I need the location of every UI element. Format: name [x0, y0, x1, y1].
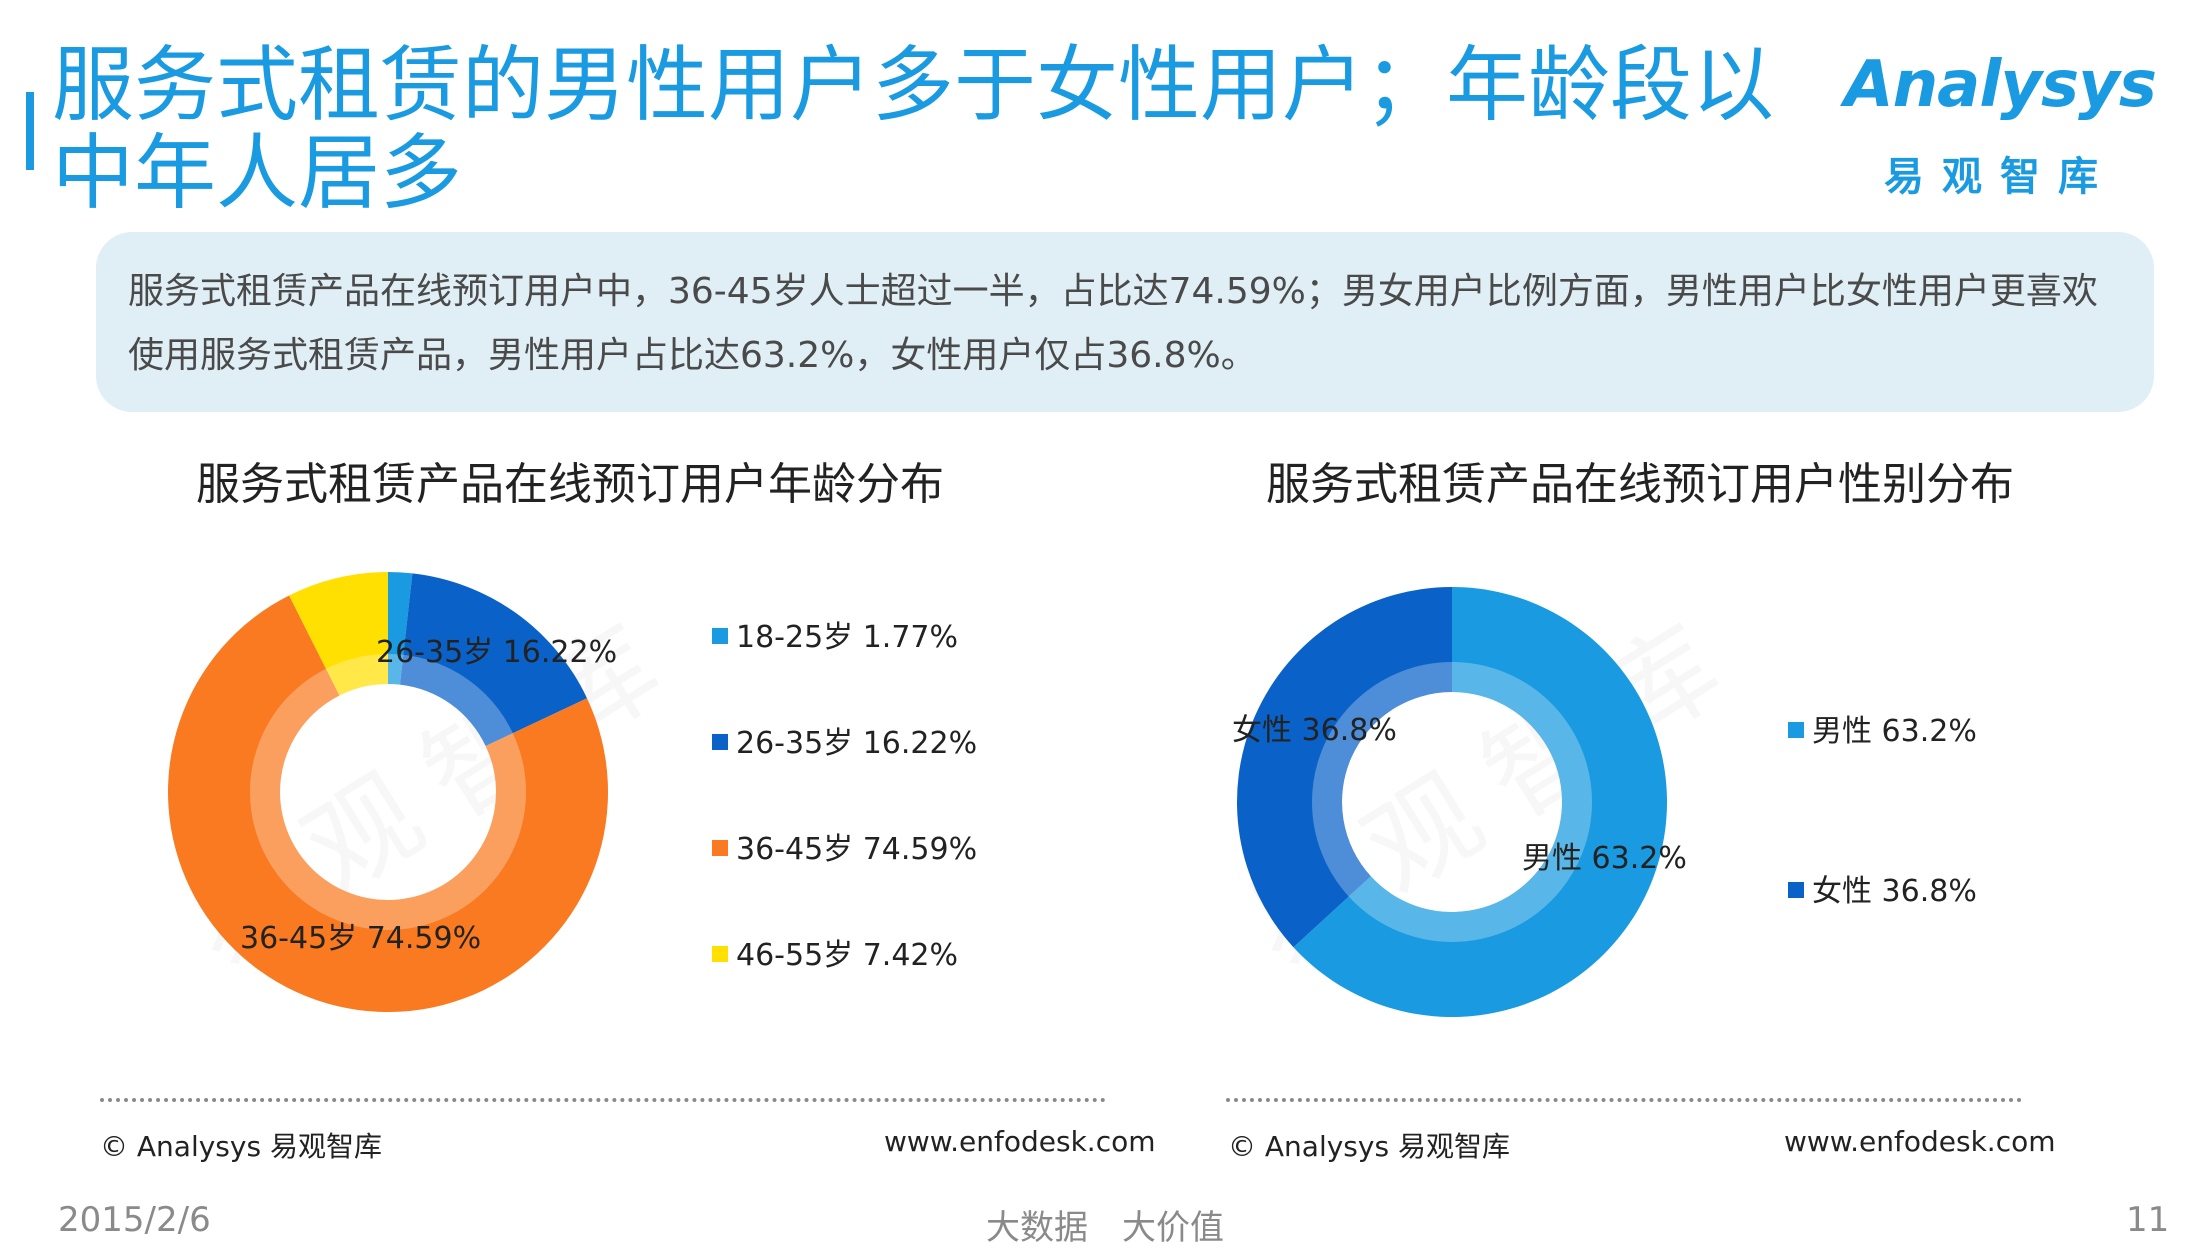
legend-item-26-35岁: 26-35岁 16.22%: [712, 718, 977, 762]
legend-label: 36-45岁 74.59%: [736, 832, 978, 867]
gender-chart-title: 服务式租赁产品在线预订用户性别分布: [1266, 459, 2014, 510]
summary-text: 服务式租赁产品在线预订用户中，36-45岁人士超过一半，占比达74.59%；男女…: [128, 271, 2098, 376]
data-label-女性: 女性 36.8%: [1232, 713, 1397, 748]
inner-highlight-ring: [1312, 662, 1592, 942]
age-chart-title: 服务式租赁产品在线预订用户年龄分布: [196, 459, 944, 510]
legend-swatch: [1788, 881, 1804, 898]
website-left: www.enfodesk.com: [884, 1125, 1156, 1158]
copyright-left: © Analysys 易观智库: [100, 1130, 382, 1163]
legend-label: 26-35岁 16.22%: [736, 726, 978, 761]
legend-label: 女性 36.8%: [1812, 874, 1977, 909]
slice-18-25岁: [388, 572, 413, 685]
slice-36-45岁: [168, 595, 609, 1012]
website-right: www.enfodesk.com: [1784, 1125, 2056, 1158]
legend-label: 46-55岁 7.42%: [736, 938, 959, 973]
inner-highlight-ring: [250, 654, 526, 930]
legend-swatch: [712, 945, 728, 962]
logo-chinese: 易观智库: [1884, 154, 2116, 200]
legend-item-女性: 女性 36.8%: [1788, 866, 1977, 910]
footer-divider-right: [1226, 1098, 2022, 1102]
footer-divider-left: [100, 1098, 1106, 1102]
slice-女性: [1237, 587, 1452, 948]
copyright-right: © Analysys 易观智库: [1228, 1130, 1510, 1163]
logo-english: Analysys: [1844, 48, 2157, 122]
slogan: 大数据 大价值: [986, 1208, 1224, 1248]
legend-item-46-55岁: 46-55岁 7.42%: [712, 930, 958, 974]
data-label-男性: 男性 63.2%: [1522, 841, 1687, 876]
slice-男性: [1293, 587, 1668, 1017]
legend-swatch: [712, 839, 728, 856]
page-number: 11: [2126, 1200, 2170, 1240]
data-label-26-35岁: 26-35岁 16.22%: [376, 635, 617, 670]
legend-item-男性: 男性 63.2%: [1788, 706, 1977, 750]
legend-item-36-45岁: 36-45岁 74.59%: [712, 824, 977, 868]
legend-swatch: [1788, 721, 1804, 738]
slice-26-35岁: [399, 573, 588, 746]
legend-label: 18-25岁 1.77%: [736, 620, 959, 655]
legend-label: 男性 63.2%: [1812, 714, 1977, 749]
legend-swatch: [712, 733, 728, 750]
analysys-logo: Analysys 易观智库: [1835, 48, 2165, 200]
summary-box: 服务式租赁产品在线预订用户中，36-45岁人士超过一半，占比达74.59%；男女…: [96, 232, 2154, 412]
title-accent-bar: [26, 92, 34, 170]
slice-46-55岁: [289, 572, 388, 696]
legend-item-18-25岁: 18-25岁 1.77%: [712, 612, 958, 656]
report-date: 2015/2/6: [58, 1200, 211, 1240]
data-label-36-45岁: 36-45岁 74.59%: [240, 921, 481, 956]
legend-swatch: [712, 627, 728, 644]
page-title: 服务式租赁的男性用户多于女性用户；年龄段以中年人居多: [52, 38, 1775, 221]
